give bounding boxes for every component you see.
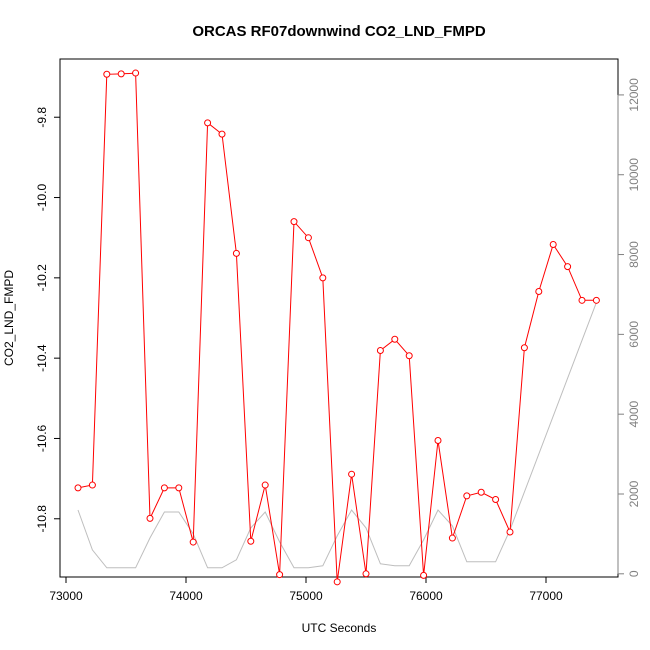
data-point — [405, 352, 413, 360]
data-point — [232, 249, 240, 257]
data-point — [477, 488, 485, 496]
data-point — [146, 514, 154, 522]
secondary-axis: 0 2000 4000 6000 8000 10000 12000 — [617, 78, 641, 577]
y2-tick-label: 8000 — [627, 241, 641, 268]
y2-tick-label: 10000 — [627, 158, 641, 192]
data-point — [189, 538, 197, 546]
y2-tick-label: 4000 — [627, 401, 641, 428]
y-tick-label: -10.2 — [35, 264, 49, 292]
data-point — [117, 70, 125, 78]
data-point — [564, 263, 572, 271]
data-point — [218, 130, 226, 138]
data-point — [592, 296, 600, 304]
x-axis-label: UTC Seconds — [302, 621, 377, 635]
data-point — [520, 344, 528, 352]
y-axis-label: CO2_LND_FMPD — [2, 270, 16, 366]
data-point — [492, 496, 500, 504]
data-point — [247, 537, 255, 545]
y-tick-label: -10.0 — [35, 184, 49, 212]
data-point — [132, 69, 140, 77]
y-tick-label: -10.4 — [35, 344, 49, 372]
data-point — [348, 470, 356, 478]
data-point — [160, 484, 168, 492]
data-point — [578, 296, 586, 304]
data-point — [74, 484, 82, 492]
data-point — [304, 234, 312, 242]
y2-tick-label: 6000 — [627, 321, 641, 348]
data-point — [362, 570, 370, 578]
chart-title: ORCAS RF07downwind CO2_LND_FMPD — [192, 23, 486, 40]
data-point — [420, 571, 428, 579]
x-tick-label: 74000 — [169, 589, 203, 603]
y2-tick-label: 2000 — [627, 480, 641, 507]
data-point — [535, 287, 543, 295]
data-point — [204, 119, 212, 127]
y2-tick-label: 0 — [627, 570, 641, 577]
x-tick-label: 73000 — [49, 589, 83, 603]
data-point — [434, 436, 442, 444]
data-point — [261, 481, 269, 489]
x-tick-label: 76000 — [409, 589, 443, 603]
primary-axis: -10.8 -10.6 -10.4 -10.2 -10.0 -9.8 — [35, 107, 61, 533]
y-tick-label: -10.6 — [35, 424, 49, 452]
x-axis: 73000 74000 75000 76000 77000 — [49, 576, 563, 603]
data-point — [391, 335, 399, 343]
data-point — [290, 218, 298, 226]
data-point — [103, 70, 111, 78]
x-tick-label: 77000 — [529, 589, 563, 603]
data-point — [319, 274, 327, 282]
x-tick-label: 75000 — [289, 589, 323, 603]
data-point — [463, 492, 471, 500]
data-point — [175, 484, 183, 492]
data-point — [333, 578, 341, 586]
data-point — [448, 534, 456, 542]
data-point — [88, 481, 96, 489]
data-point — [376, 347, 384, 355]
primary-series — [74, 69, 600, 586]
data-point — [276, 571, 284, 579]
data-point — [549, 241, 557, 249]
y-tick-label: -9.8 — [35, 107, 49, 128]
y2-tick-label: 12000 — [627, 78, 641, 112]
y-tick-label: -10.8 — [35, 505, 49, 533]
data-point — [506, 528, 514, 536]
